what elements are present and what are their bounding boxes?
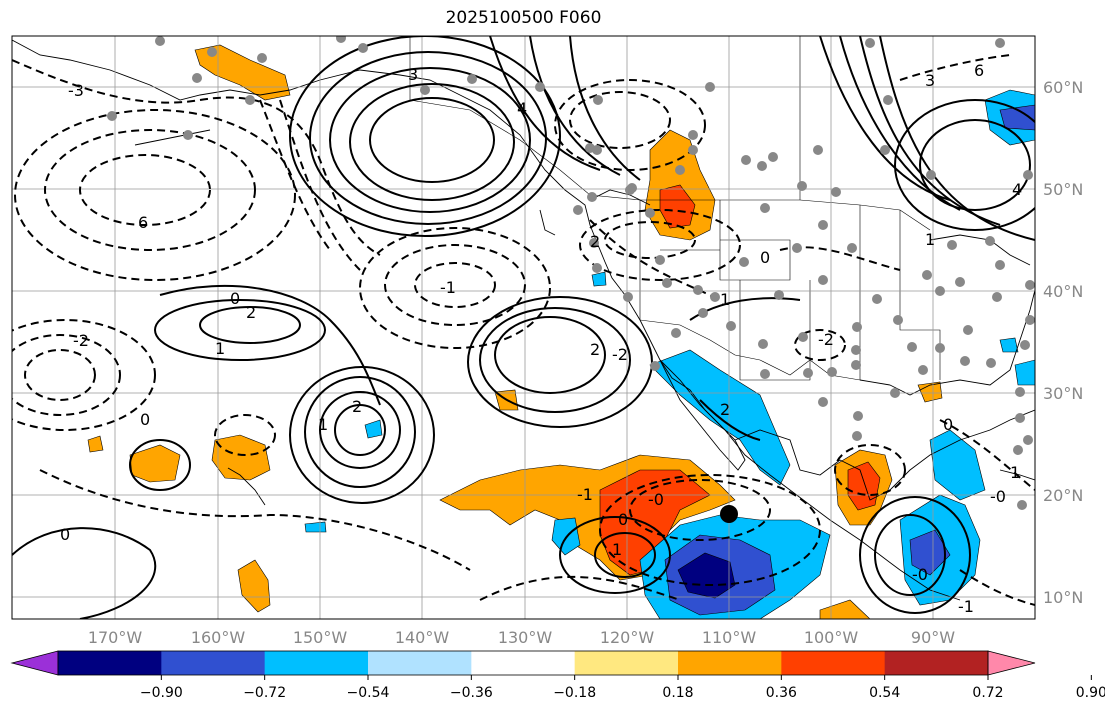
contour-label: 1	[720, 290, 730, 309]
colorbar-tick-label: −0.36	[450, 685, 493, 701]
contour-label: 6	[974, 61, 984, 80]
lon-label: 120°W	[600, 628, 655, 647]
colorbar-segment	[368, 651, 472, 675]
contour-label: 2	[590, 232, 600, 251]
contour-label: 0	[60, 525, 70, 544]
contour-label: 2	[352, 397, 362, 416]
colorbar-tick-label: 0.72	[972, 685, 1003, 701]
lon-label: 130°W	[498, 628, 553, 647]
solid-contours	[12, 36, 1035, 619]
colorbar-tick-label: −0.72	[243, 685, 286, 701]
colorbar-extend-high	[987, 650, 1036, 676]
contour-label: 4	[1012, 180, 1022, 199]
contour-labels: 3 4 6 2 0 -1 1 -2 -3 0 2 1 0 -0 -1 1 2 0…	[60, 61, 1022, 616]
contour-label: 6	[138, 213, 148, 232]
lon-label: 170°W	[88, 628, 143, 647]
colorbar-tick-label: 0.36	[766, 685, 797, 701]
lon-label: 100°W	[804, 628, 859, 647]
contour-label: -2	[818, 330, 834, 349]
colorbar-tick-label: 0.90	[1076, 685, 1105, 701]
contour-label: 2	[246, 303, 256, 322]
contour-label: -0	[990, 487, 1006, 506]
contour-label: 0	[943, 415, 953, 434]
map-frame	[11, 35, 1036, 620]
contour-label: -3	[68, 81, 84, 100]
contour-label: 2	[590, 340, 600, 359]
colorbar-tick-label: 0.54	[869, 685, 900, 701]
coastlines	[12, 39, 1035, 601]
colorbar-tick-label: −0.18	[553, 685, 596, 701]
colorbar: −0.90 −0.72 −0.54 −0.36 −0.18 0.18 0.36 …	[10, 650, 1105, 701]
colorbar-segment	[781, 651, 886, 675]
lon-label: 90°W	[911, 628, 955, 647]
colorbar-segment	[884, 651, 989, 675]
colorbar-segment	[58, 651, 162, 675]
contour-label: 1	[925, 230, 935, 249]
contour-label: -1	[958, 597, 974, 616]
shaded-anomaly-fields	[87, 44, 1035, 619]
contour-label: 0	[618, 510, 628, 529]
colorbar-segment	[161, 651, 266, 675]
latitude-labels: 60°N 50°N 40°N 30°N 20°N 10°N	[1043, 78, 1083, 607]
lon-label: 160°W	[191, 628, 246, 647]
contour-label: -0	[912, 565, 928, 584]
lat-label: 30°N	[1043, 384, 1083, 403]
colorbar-tick-label: −0.54	[347, 685, 390, 701]
colorbar-frame	[57, 650, 989, 676]
contour-label: -2	[73, 331, 89, 350]
lon-label: 110°W	[702, 628, 757, 647]
map-panel: 3 4 6 2 0 -1 1 -2 -3 0 2 1 0 -0 -1 1 2 0…	[12, 36, 1035, 619]
contour-label: -1	[440, 278, 456, 297]
dashed-contours	[12, 54, 1035, 606]
map-title: 2025100500 F060	[445, 8, 602, 28]
lat-label: 40°N	[1043, 282, 1083, 301]
contour-label: -2	[612, 345, 628, 364]
contour-label: 3	[925, 71, 935, 90]
lat-label: 50°N	[1043, 180, 1083, 199]
colorbar-segment	[471, 651, 576, 675]
colorbar-tick-label: −0.90	[140, 685, 183, 701]
contour-label: 1	[215, 339, 225, 358]
contour-label: 1	[1010, 463, 1020, 482]
colorbar-segment	[574, 651, 679, 675]
colorbar-extend-low	[10, 650, 59, 676]
contour-label: -0	[648, 490, 664, 509]
contour-label: 1	[612, 540, 622, 559]
location-marker	[720, 505, 738, 523]
colorbar-tick-label: 0.18	[662, 685, 693, 701]
contour-label: 1	[318, 415, 328, 434]
contour-label: 2	[720, 400, 730, 419]
colorbar-ticks	[160, 675, 1092, 680]
station-dots	[107, 36, 1035, 510]
lat-label: 20°N	[1043, 486, 1083, 505]
contour-label: 0	[140, 410, 150, 429]
lon-label: 150°W	[293, 628, 348, 647]
colorbar-segments	[10, 650, 1036, 676]
contour-label: 3	[408, 65, 418, 84]
contour-label: 0	[230, 289, 240, 308]
lat-label: 60°N	[1043, 78, 1083, 97]
contour-label: -1	[577, 485, 593, 504]
lat-label: 10°N	[1043, 588, 1083, 607]
lon-label: 140°W	[395, 628, 450, 647]
colorbar-segment	[678, 651, 782, 675]
contour-label: 4	[517, 99, 527, 118]
longitude-labels: 170°W 160°W 150°W 140°W 130°W 120°W 110°…	[88, 628, 955, 647]
colorbar-segment	[264, 651, 369, 675]
contour-label: 0	[760, 248, 770, 267]
